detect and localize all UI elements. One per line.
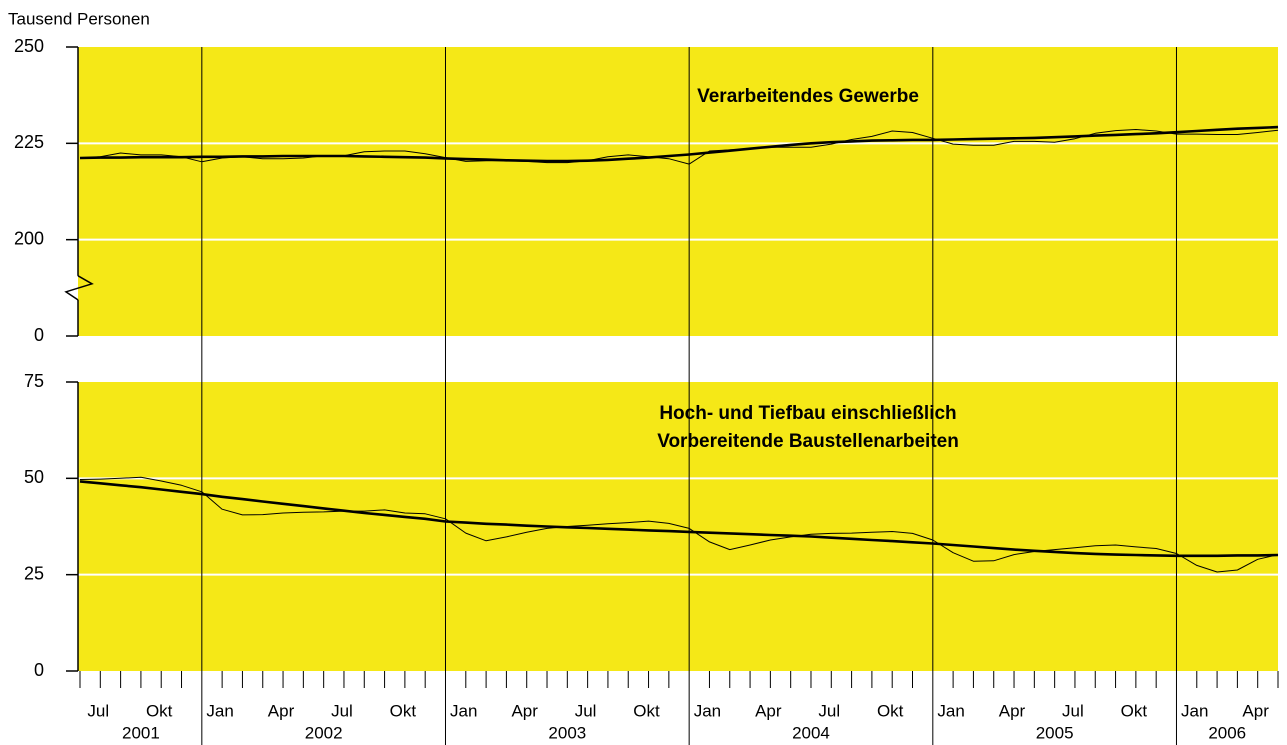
y-tick-label: 200 bbox=[14, 228, 44, 248]
x-tick-label: Apr bbox=[511, 701, 538, 720]
x-tick-label: Jul bbox=[818, 701, 840, 720]
y-tick-label: 0 bbox=[34, 660, 44, 680]
x-tick-label: Jul bbox=[87, 701, 109, 720]
trend-line bbox=[79, 480, 1279, 558]
x-tick-label: Jul bbox=[575, 701, 597, 720]
x-tick-label: Jan bbox=[694, 701, 721, 720]
year-label: 2005 bbox=[1036, 723, 1074, 742]
x-tick-label: Jul bbox=[1062, 701, 1084, 720]
axis-break bbox=[64, 275, 94, 301]
y-tick-label: 25 bbox=[24, 563, 44, 583]
x-tick-label: Jul bbox=[331, 701, 353, 720]
y-tick-label: 250 bbox=[14, 36, 44, 56]
x-tick-label: Apr bbox=[755, 701, 782, 720]
year-label: 2006 bbox=[1208, 723, 1246, 742]
year-label: 2003 bbox=[548, 723, 586, 742]
x-tick-label: Jan bbox=[937, 701, 964, 720]
plot-area bbox=[78, 382, 1278, 671]
plot-area bbox=[78, 47, 1278, 336]
x-tick-label: Jan bbox=[206, 701, 233, 720]
y-tick-label: 0 bbox=[34, 325, 44, 345]
x-tick-label: Jan bbox=[450, 701, 477, 720]
year-label: 2002 bbox=[305, 723, 343, 742]
y-tick-label: 225 bbox=[14, 132, 44, 152]
x-tick-label: Okt bbox=[146, 701, 173, 720]
x-tick-label: Okt bbox=[633, 701, 660, 720]
x-tick-label: Okt bbox=[877, 701, 904, 720]
trend-line bbox=[79, 125, 1279, 163]
x-tick-label: Apr bbox=[268, 701, 295, 720]
y-tick-label: 50 bbox=[24, 467, 44, 487]
year-label: 2001 bbox=[122, 723, 160, 742]
raw-line bbox=[79, 476, 1279, 573]
y-unit-label: Tausend Personen bbox=[8, 9, 150, 28]
panel-title: Vorbereitende Baustellenarbeiten bbox=[657, 431, 959, 452]
x-tick-label: Apr bbox=[999, 701, 1026, 720]
panel-title: Verarbeitendes Gewerbe bbox=[697, 86, 919, 107]
y-tick-label: 75 bbox=[24, 371, 44, 391]
x-tick-label: Apr bbox=[1242, 701, 1269, 720]
x-tick-label: Okt bbox=[1121, 701, 1148, 720]
raw-line bbox=[79, 129, 1279, 165]
x-tick-label: Okt bbox=[390, 701, 417, 720]
x-tick-label: Jan bbox=[1181, 701, 1208, 720]
panel-title: Hoch- und Tiefbau einschließlich bbox=[659, 403, 956, 424]
year-label: 2004 bbox=[792, 723, 830, 742]
